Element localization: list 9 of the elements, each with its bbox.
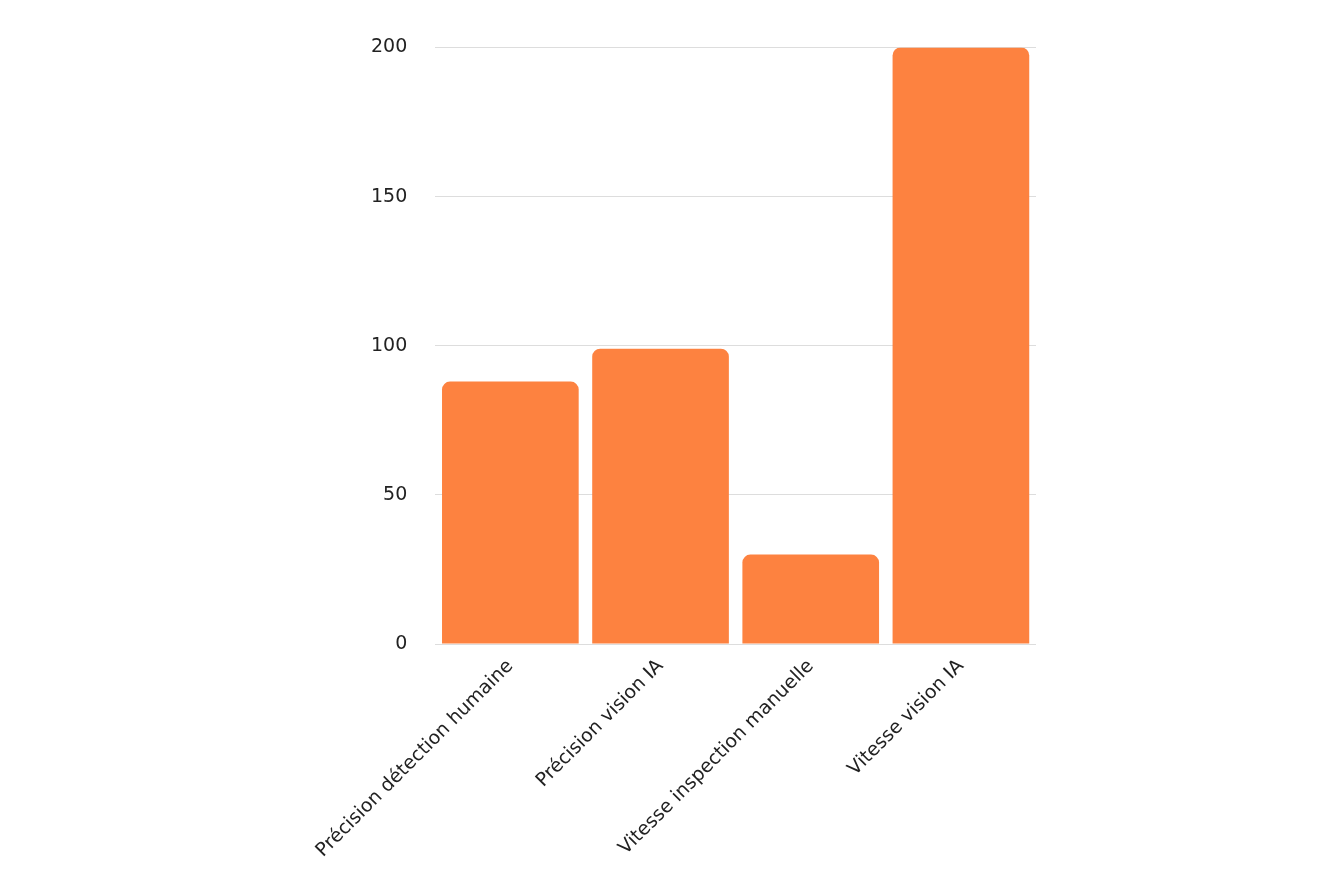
y-tick-label: 150: [371, 183, 408, 206]
y-tick-label: 200: [371, 34, 408, 57]
y-tick-label: 50: [383, 481, 408, 504]
bar: [592, 348, 729, 644]
y-tick-label: 0: [395, 631, 408, 654]
y-tick-label: 100: [371, 332, 408, 355]
bar: [892, 47, 1030, 644]
bar: [442, 381, 579, 644]
bar: [742, 554, 880, 644]
